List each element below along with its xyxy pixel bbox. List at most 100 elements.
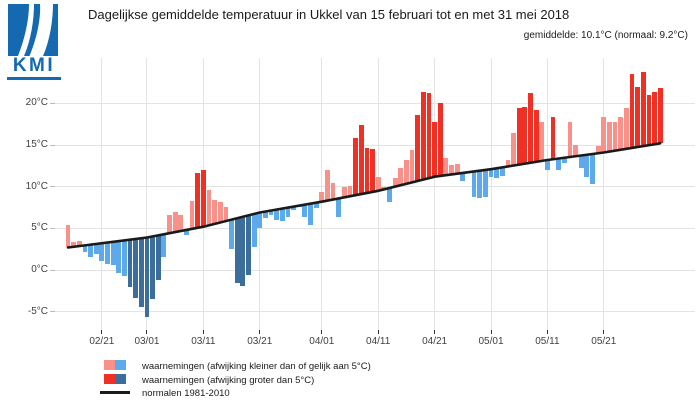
temp-bar [212, 200, 218, 224]
temp-bar [415, 115, 421, 181]
chart-subtitle: gemiddelde: 10.1°C (normaal: 9.2°C) [523, 30, 688, 41]
temp-bar [556, 158, 562, 170]
legend-label: normalen 1981-2010 [142, 388, 230, 399]
temp-bar [646, 95, 652, 146]
v-gridline [603, 58, 605, 330]
temp-bar [539, 121, 545, 161]
temp-bar [296, 205, 302, 207]
h-gridline [55, 227, 695, 229]
x-tick-mark [546, 330, 548, 334]
x-tick-label: 03/21 [247, 336, 273, 347]
kmi-logo-glyph [8, 4, 58, 56]
legend-label: waarnemingen (afwijking groter dan 5°C) [142, 374, 315, 386]
temp-bar [200, 170, 206, 227]
legend-item-normals: normalen 1981-2010 [100, 387, 371, 401]
legend-swatch-large-deviation [104, 373, 126, 384]
temp-bar [494, 168, 500, 179]
temp-bar [341, 186, 347, 198]
temp-bar [404, 160, 409, 184]
temp-bar [567, 121, 573, 157]
x-tick-mark [146, 330, 148, 334]
temp-bar [449, 165, 454, 175]
kmi-logo-text: KMI [12, 55, 56, 76]
temp-bar [268, 210, 274, 215]
temp-bar [522, 106, 528, 164]
temp-bar [88, 244, 93, 257]
temp-bar [93, 243, 99, 255]
temp-bar [76, 240, 82, 247]
temp-bar [336, 198, 342, 218]
x-tick-label: 03/01 [134, 336, 160, 347]
x-tick-mark [101, 330, 103, 334]
temp-bar [533, 110, 539, 162]
h-gridline [55, 102, 695, 104]
y-tick-mark [50, 144, 55, 146]
temp-bar [167, 215, 172, 234]
temp-bar [618, 116, 624, 150]
temp-bar [601, 116, 607, 153]
temp-bar [561, 157, 567, 164]
kmi-logo-underline [7, 77, 61, 80]
x-tick-label: 04/21 [422, 336, 448, 347]
temp-bar [234, 218, 240, 284]
temp-bar [319, 191, 325, 202]
x-tick-label: 04/01 [309, 336, 335, 347]
temp-bar [420, 91, 426, 180]
temp-bar [652, 91, 657, 145]
temp-bar [229, 219, 234, 250]
temp-bar [443, 158, 449, 176]
kmi-logo [8, 4, 58, 56]
temp-bar [122, 240, 127, 276]
x-tick-mark [603, 330, 605, 334]
temp-bar [505, 160, 511, 167]
y-tick-label: 20°C [25, 97, 48, 109]
temp-bar [528, 93, 533, 163]
temp-bar [279, 208, 285, 221]
temp-bar [144, 237, 150, 317]
temp-bar [387, 188, 392, 202]
temp-bar [325, 170, 330, 201]
temp-bar [195, 173, 201, 228]
temp-bar [477, 170, 483, 199]
y-tick-label: -5°C [27, 305, 48, 317]
h-gridline [55, 269, 695, 271]
temp-bar [155, 235, 161, 280]
temp-bar [184, 229, 189, 235]
temp-bar [263, 211, 268, 219]
temp-bar [65, 225, 71, 248]
temp-bar [257, 212, 263, 229]
temp-bar [590, 154, 595, 185]
temp-bar [437, 103, 443, 176]
y-tick-mark [50, 186, 55, 188]
v-gridline [377, 58, 379, 330]
temp-bar [274, 209, 280, 220]
temp-bar [105, 242, 110, 265]
temp-bar [545, 160, 550, 170]
temp-bar [189, 200, 195, 229]
temp-bar [370, 149, 375, 192]
temp-bar [82, 245, 88, 252]
temp-bar [353, 138, 359, 196]
x-tick-mark [259, 330, 261, 334]
temp-bar [285, 207, 291, 217]
temp-bar [138, 238, 144, 308]
legend-item-small-deviation: waarnemingen (afwijking kleiner dan of g… [100, 360, 371, 374]
chart-title: Dagelijkse gemiddelde temperatuur in Ukk… [88, 7, 570, 22]
temp-bar [150, 236, 155, 300]
temp-bar [99, 243, 105, 261]
legend: waarnemingen (afwijking kleiner dan of g… [100, 360, 371, 401]
temp-bar [573, 145, 578, 157]
x-tick-label: 03/11 [191, 336, 216, 347]
h-gridline [55, 311, 695, 313]
v-gridline [101, 58, 103, 330]
temp-bar [381, 186, 387, 190]
temp-bar [330, 183, 336, 200]
temp-bar [302, 204, 308, 217]
temp-bar [584, 154, 590, 177]
v-gridline [490, 58, 492, 330]
temp-bar [640, 71, 646, 147]
legend-label: waarnemingen (afwijking kleiner dan of g… [142, 361, 371, 372]
temp-bar [291, 206, 296, 210]
